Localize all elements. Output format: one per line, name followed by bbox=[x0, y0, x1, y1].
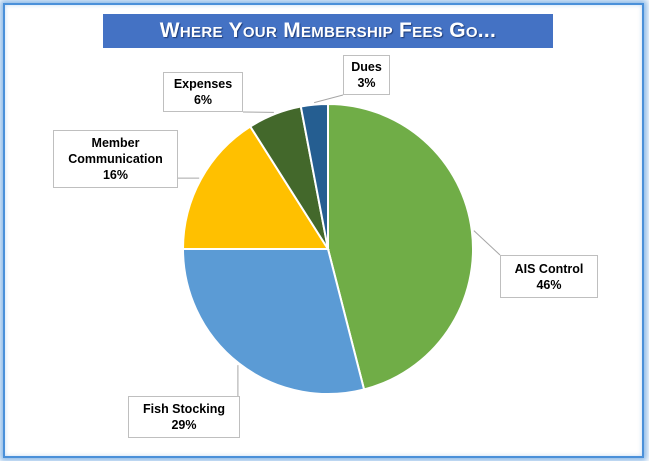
data-label-category: Dues bbox=[351, 60, 382, 74]
data-label-category: AIS Control bbox=[514, 261, 584, 276]
data-label: AIS Control 46% bbox=[500, 255, 598, 298]
pie-slice-member-communication bbox=[181, 125, 330, 250]
pie-slice-dues bbox=[299, 102, 329, 250]
data-label-value: 29% bbox=[171, 418, 197, 432]
chart-title: Where Your Membership Fees Go... bbox=[103, 14, 553, 48]
pie-slice-fish-stocking bbox=[181, 248, 366, 395]
data-label: Fish Stocking 29% bbox=[128, 396, 240, 438]
data-label: Expenses 6% bbox=[163, 72, 243, 112]
data-label-category: Expenses bbox=[173, 77, 233, 91]
leader-line bbox=[314, 94, 344, 104]
pie-slice-ais-control bbox=[327, 102, 474, 391]
leader-line bbox=[473, 230, 501, 256]
data-label-value: 46% bbox=[536, 277, 562, 292]
data-label-value: 3% bbox=[357, 76, 376, 90]
data-label-value: 16% bbox=[102, 168, 129, 182]
data-label-category: Fish Stocking bbox=[143, 402, 225, 416]
data-label: Member Communication 16% bbox=[53, 130, 178, 188]
data-label-value: 6% bbox=[193, 93, 213, 107]
data-label-category: Member Communication bbox=[68, 136, 163, 166]
data-label: Dues 3% bbox=[343, 55, 390, 95]
